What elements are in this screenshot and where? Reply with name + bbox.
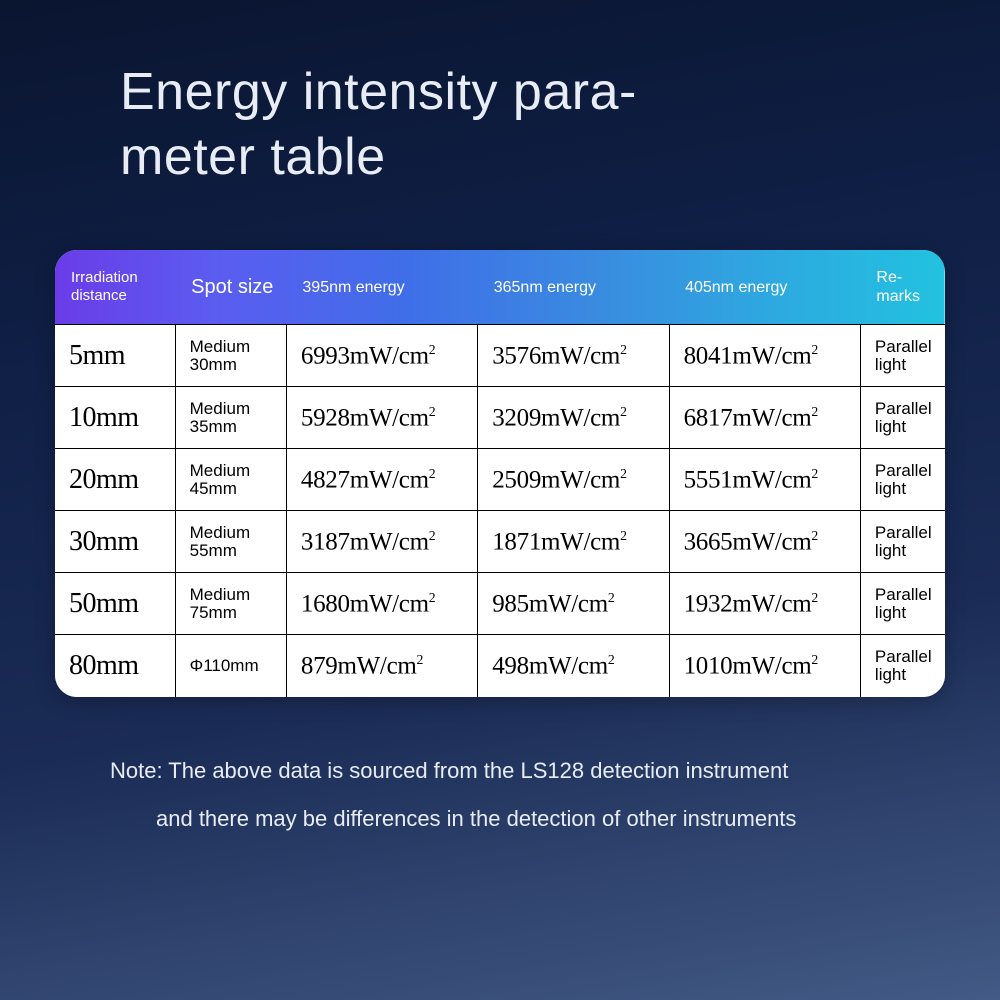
cell-remarks: Parallellight <box>860 573 945 635</box>
cell-365nm: 3209mW/cm2 <box>478 387 669 449</box>
cell-remarks: Parallellight <box>860 325 945 387</box>
cell-365nm: 985mW/cm2 <box>478 573 669 635</box>
col-header-405nm: 405nm energy <box>669 250 860 325</box>
cell-spot: Medium30mm <box>175 325 286 387</box>
cell-distance: 30mm <box>55 511 175 573</box>
page-title: Energy intensity para-meter table <box>120 60 945 190</box>
cell-395nm: 879mW/cm2 <box>286 635 477 697</box>
cell-distance: 5mm <box>55 325 175 387</box>
cell-spot: Medium35mm <box>175 387 286 449</box>
cell-395nm: 3187mW/cm2 <box>286 511 477 573</box>
parameter-table-container: Irradiation distance Spot size 395nm ene… <box>55 250 945 697</box>
cell-distance: 80mm <box>55 635 175 697</box>
cell-spot: Medium55mm <box>175 511 286 573</box>
footnote-line2: and there may be differences in the dete… <box>156 795 915 843</box>
footnote-line1: Note: The above data is sourced from the… <box>110 758 788 783</box>
cell-405nm: 8041mW/cm2 <box>669 325 860 387</box>
cell-405nm: 3665mW/cm2 <box>669 511 860 573</box>
table-row: 20mmMedium45mm4827mW/cm22509mW/cm25551mW… <box>55 449 945 511</box>
cell-405nm: 6817mW/cm2 <box>669 387 860 449</box>
table-row: 30mmMedium55mm3187mW/cm21871mW/cm23665mW… <box>55 511 945 573</box>
cell-remarks: Parallellight <box>860 387 945 449</box>
cell-distance: 20mm <box>55 449 175 511</box>
cell-remarks: Parallellight <box>860 449 945 511</box>
table-header-row: Irradiation distance Spot size 395nm ene… <box>55 250 945 325</box>
cell-395nm: 4827mW/cm2 <box>286 449 477 511</box>
table-row: 10mmMedium35mm5928mW/cm23209mW/cm26817mW… <box>55 387 945 449</box>
col-header-distance: Irradiation distance <box>55 250 175 325</box>
table-row: 50mmMedium75mm1680mW/cm2985mW/cm21932mW/… <box>55 573 945 635</box>
cell-spot: Medium75mm <box>175 573 286 635</box>
cell-365nm: 498mW/cm2 <box>478 635 669 697</box>
cell-365nm: 3576mW/cm2 <box>478 325 669 387</box>
cell-remarks: Parallellight <box>860 635 945 697</box>
cell-395nm: 1680mW/cm2 <box>286 573 477 635</box>
col-header-395nm: 395nm energy <box>286 250 477 325</box>
cell-spot: Φ110mm <box>175 635 286 697</box>
col-header-remarks: Re-marks <box>860 250 945 325</box>
footnote: Note: The above data is sourced from the… <box>110 747 915 844</box>
cell-395nm: 5928mW/cm2 <box>286 387 477 449</box>
cell-spot: Medium45mm <box>175 449 286 511</box>
table-row: 80mmΦ110mm879mW/cm2498mW/cm21010mW/cm2Pa… <box>55 635 945 697</box>
page: Energy intensity para-meter table Irradi… <box>0 0 1000 1000</box>
col-header-365nm: 365nm energy <box>478 250 669 325</box>
cell-365nm: 1871mW/cm2 <box>478 511 669 573</box>
cell-405nm: 1010mW/cm2 <box>669 635 860 697</box>
cell-405nm: 1932mW/cm2 <box>669 573 860 635</box>
cell-395nm: 6993mW/cm2 <box>286 325 477 387</box>
table-row: 5mmMedium30mm6993mW/cm23576mW/cm28041mW/… <box>55 325 945 387</box>
table-body: 5mmMedium30mm6993mW/cm23576mW/cm28041mW/… <box>55 325 945 697</box>
cell-405nm: 5551mW/cm2 <box>669 449 860 511</box>
cell-distance: 10mm <box>55 387 175 449</box>
cell-remarks: Parallellight <box>860 511 945 573</box>
col-header-spot: Spot size <box>175 250 286 325</box>
parameter-table: Irradiation distance Spot size 395nm ene… <box>55 250 945 697</box>
cell-distance: 50mm <box>55 573 175 635</box>
cell-365nm: 2509mW/cm2 <box>478 449 669 511</box>
